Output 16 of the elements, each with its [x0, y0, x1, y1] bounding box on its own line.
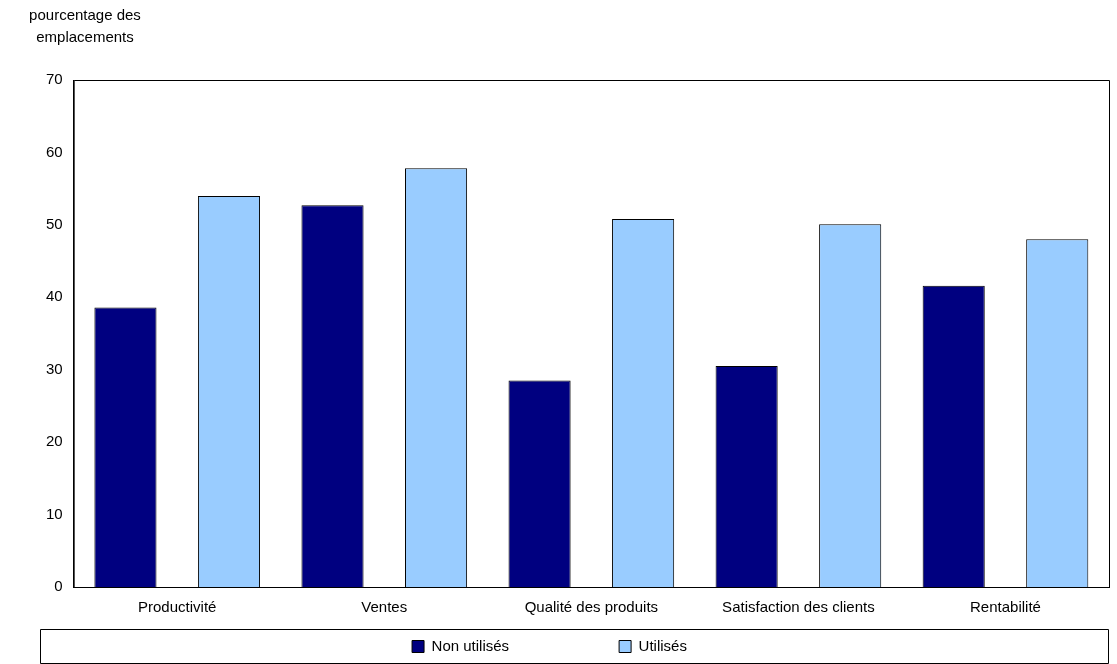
- legend-label: Non utilisés: [431, 636, 610, 654]
- y-tick-label: 40: [46, 287, 63, 305]
- x-tick-label: Satisfaction des clients: [722, 598, 875, 616]
- y-axis-title: pourcentage des emplacements: [28, 5, 142, 47]
- y-tick-label: 0: [54, 577, 63, 595]
- x-tick-label: Productivité: [138, 598, 217, 616]
- y-tick-label: 20: [46, 432, 63, 450]
- x-tick-label: Qualité des produits: [524, 598, 659, 616]
- y-tick-label: 10: [46, 504, 63, 522]
- legend-label: Utilisés: [638, 636, 737, 654]
- y-tick-label: 60: [46, 142, 63, 160]
- y-tick-label: 30: [46, 359, 63, 377]
- y-tick-label: 50: [46, 215, 63, 232]
- y-tick-label: 70: [46, 70, 63, 88]
- x-tick-label: Ventes: [361, 598, 408, 616]
- x-tick-label: Rentabilité: [970, 598, 1041, 616]
